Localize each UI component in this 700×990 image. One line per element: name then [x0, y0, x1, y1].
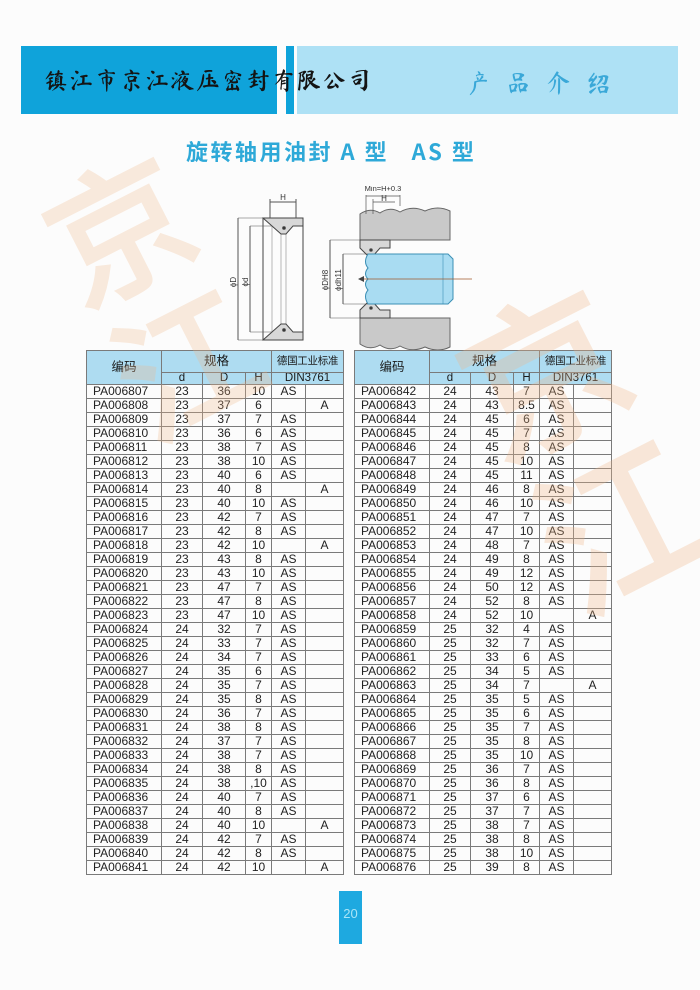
- svg-text:ϕDH8: ϕDH8: [321, 269, 330, 290]
- svg-text:ϕD: ϕD: [229, 277, 238, 287]
- svg-text:ϕdh11: ϕdh11: [334, 269, 343, 291]
- svg-text:H: H: [381, 194, 387, 203]
- svg-text:H: H: [280, 193, 286, 202]
- svg-text:Min=H+0.3: Min=H+0.3: [365, 186, 402, 193]
- svg-text:ϕd: ϕd: [241, 278, 250, 287]
